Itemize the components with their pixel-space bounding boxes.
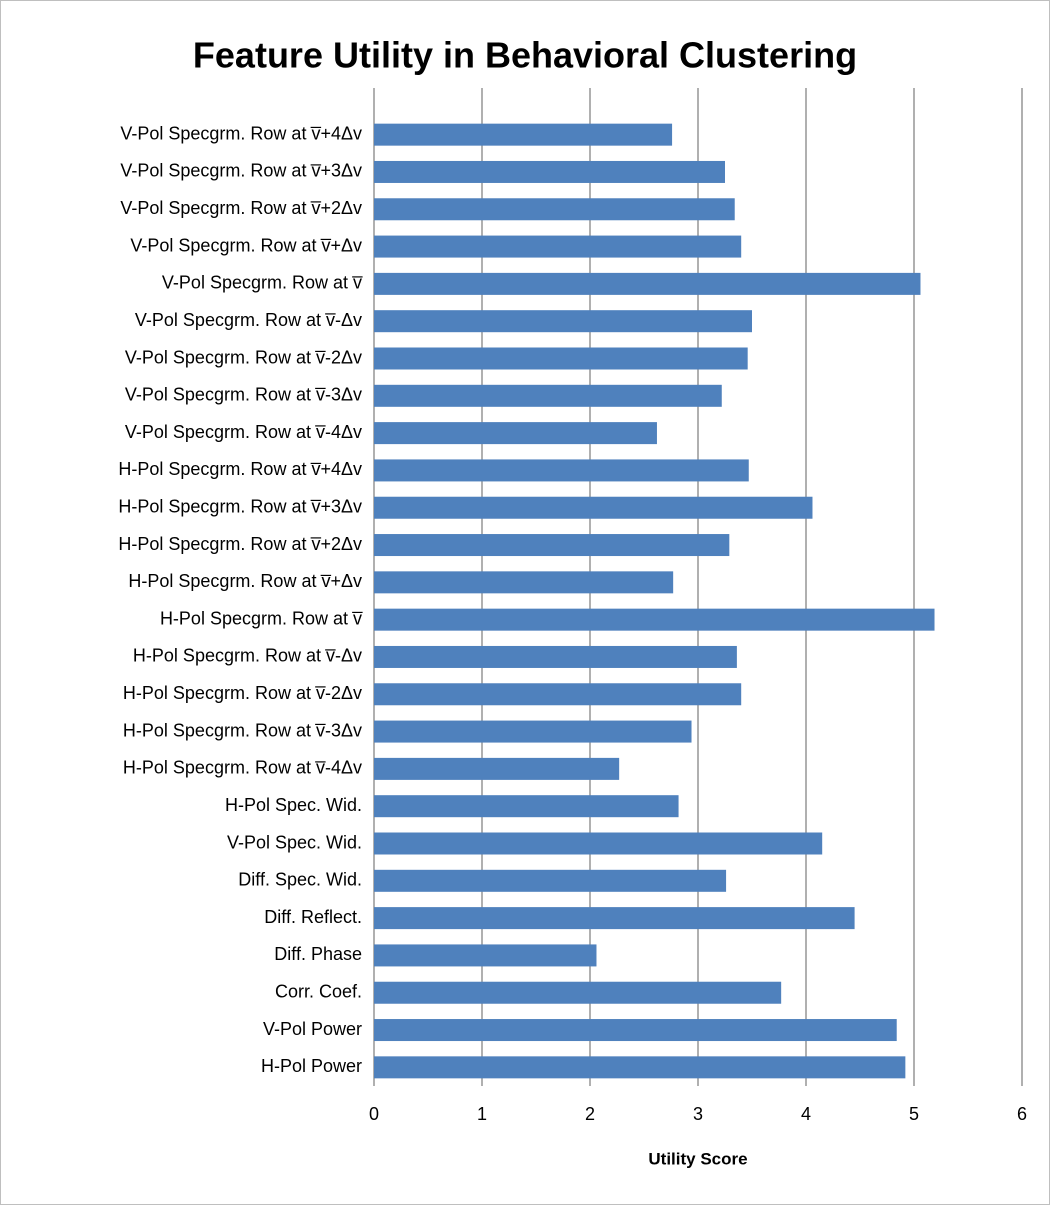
bar bbox=[374, 310, 752, 333]
bar bbox=[374, 160, 725, 183]
y-tick-label: V-Pol Specgrm. Row at v̅+Δv bbox=[130, 235, 362, 255]
x-tick-label: 5 bbox=[909, 1104, 919, 1124]
y-tick-label: H-Pol Specgrm. Row at v̅-3Δv bbox=[123, 720, 362, 740]
y-tick-label: V-Pol Specgrm. Row at v̅+3Δv bbox=[120, 161, 362, 181]
bar bbox=[374, 272, 921, 295]
y-tick-label: V-Pol Specgrm. Row at v̅-3Δv bbox=[125, 385, 362, 405]
y-tick-label: V-Pol Specgrm. Row at v̅ bbox=[162, 273, 363, 293]
y-tick-label: H-Pol Specgrm. Row at v̅ bbox=[160, 608, 363, 628]
bar bbox=[374, 1056, 906, 1079]
y-tick-label: H-Pol Specgrm. Row at v̅+3Δv bbox=[118, 496, 362, 516]
y-tick-label: Diff. Reflect. bbox=[264, 907, 362, 927]
bar bbox=[374, 384, 722, 407]
bar bbox=[374, 496, 813, 519]
y-tick-label: H-Pol Spec. Wid. bbox=[225, 795, 362, 815]
y-tick-label: V-Pol Specgrm. Row at v̅+4Δv bbox=[120, 123, 362, 143]
y-tick-label: H-Pol Specgrm. Row at v̅-2Δv bbox=[123, 683, 362, 703]
bar bbox=[374, 235, 742, 258]
bar bbox=[374, 832, 823, 855]
bar bbox=[374, 944, 597, 967]
x-tick-label: 1 bbox=[477, 1104, 487, 1124]
x-axis-title: Utility Score bbox=[648, 1149, 747, 1168]
bar bbox=[374, 795, 679, 818]
x-tick-label: 6 bbox=[1017, 1104, 1027, 1124]
y-tick-label: V-Pol Specgrm. Row at v̅+2Δv bbox=[120, 198, 362, 218]
y-tick-label: V-Pol Spec. Wid. bbox=[227, 832, 362, 852]
y-tick-label: Diff. Phase bbox=[274, 944, 362, 964]
bar bbox=[374, 720, 692, 743]
bar bbox=[374, 757, 620, 780]
bar bbox=[374, 1019, 897, 1042]
bar bbox=[374, 534, 730, 557]
y-tick-label: H-Pol Specgrm. Row at v̅-Δv bbox=[133, 646, 362, 666]
bar bbox=[374, 981, 782, 1004]
y-tick-label: V-Pol Specgrm. Row at v̅-2Δv bbox=[125, 347, 362, 367]
x-tick-label: 0 bbox=[369, 1104, 379, 1124]
y-tick-label: H-Pol Specgrm. Row at v̅-4Δv bbox=[123, 758, 362, 778]
bar bbox=[374, 459, 749, 482]
y-tick-label: V-Pol Specgrm. Row at v̅-Δv bbox=[135, 310, 362, 330]
bar bbox=[374, 869, 727, 892]
bar bbox=[374, 907, 855, 930]
y-tick-label: H-Pol Specgrm. Row at v̅+4Δv bbox=[118, 459, 362, 479]
chart-title: Feature Utility in Behavioral Clustering bbox=[193, 35, 857, 76]
y-tick-label: H-Pol Specgrm. Row at v̅+2Δv bbox=[118, 534, 362, 554]
x-tick-label: 4 bbox=[801, 1104, 811, 1124]
x-tick-label: 2 bbox=[585, 1104, 595, 1124]
bar bbox=[374, 683, 742, 706]
bar bbox=[374, 645, 737, 668]
y-tick-label: H-Pol Power bbox=[261, 1056, 362, 1076]
y-tick-label: Corr. Coef. bbox=[275, 981, 362, 1001]
bar bbox=[374, 123, 673, 146]
bar bbox=[374, 571, 674, 594]
y-tick-label: Diff. Spec. Wid. bbox=[238, 870, 362, 890]
y-tick-label: H-Pol Specgrm. Row at v̅+Δv bbox=[128, 571, 362, 591]
bar bbox=[374, 198, 735, 221]
y-tick-label: V-Pol Power bbox=[263, 1019, 362, 1039]
x-tick-label: 3 bbox=[693, 1104, 703, 1124]
y-tick-label: V-Pol Specgrm. Row at v̅-4Δv bbox=[125, 422, 362, 442]
bar bbox=[374, 608, 935, 631]
bar bbox=[374, 347, 748, 370]
bar bbox=[374, 422, 657, 445]
